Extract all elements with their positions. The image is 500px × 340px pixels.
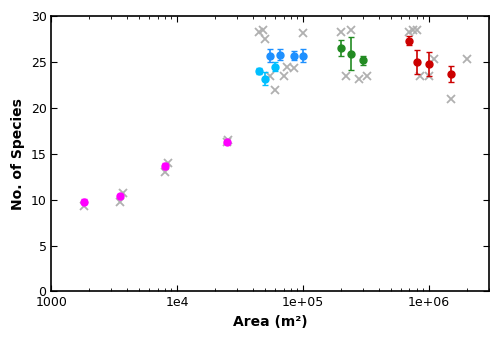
X-axis label: Area (m²): Area (m²) bbox=[233, 315, 308, 329]
Y-axis label: No. of Species: No. of Species bbox=[11, 98, 25, 210]
